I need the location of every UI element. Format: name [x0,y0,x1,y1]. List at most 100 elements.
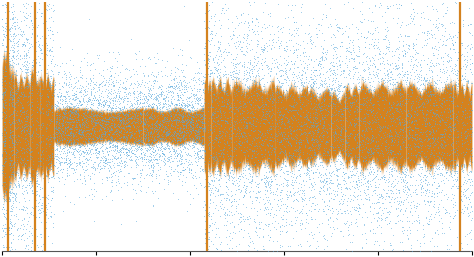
Point [27,124,35,128]
Point [416,91,424,96]
Point [39,150,46,154]
Point [170,132,177,136]
Point [20,56,28,60]
Point [246,115,253,119]
Point [84,134,92,138]
Point [86,113,93,117]
Point [96,146,104,150]
Point [104,88,111,92]
Point [187,171,194,175]
Point [43,7,51,12]
Point [36,199,43,204]
Point [440,139,448,143]
Point [418,184,426,188]
Point [264,149,272,153]
Point [305,118,312,122]
Point [5,103,13,107]
Point [337,136,345,141]
Point [269,192,276,197]
Point [343,119,351,123]
Point [426,144,434,148]
Point [163,134,170,138]
Point [0,226,6,230]
Point [1,156,9,160]
Point [284,130,292,134]
Point [15,165,22,169]
Point [35,126,43,130]
Point [268,180,275,184]
Point [123,129,131,133]
Point [213,169,221,173]
Point [50,63,57,68]
Point [90,143,98,147]
Point [228,120,235,124]
Point [447,253,455,257]
Point [11,175,19,179]
Point [357,183,365,187]
Point [47,215,55,219]
Point [268,92,276,96]
Point [129,151,137,155]
Point [298,102,306,106]
Point [284,3,292,7]
Point [447,109,454,114]
Point [7,181,14,185]
Point [176,47,183,51]
Point [171,143,179,147]
Point [0,86,7,90]
Point [367,90,374,94]
Point [152,79,159,83]
Point [392,2,400,6]
Point [430,163,438,167]
Point [21,125,28,129]
Point [287,223,294,227]
Point [433,167,441,171]
Point [3,41,11,45]
Point [174,67,182,71]
Point [137,173,145,178]
Point [314,22,322,26]
Point [3,162,10,166]
Point [211,235,219,239]
Point [256,136,264,140]
Point [440,134,447,138]
Point [184,119,192,123]
Point [194,70,202,75]
Point [48,0,56,3]
Point [109,66,116,70]
Point [382,197,389,201]
Point [292,154,299,158]
Point [437,113,444,117]
Point [79,117,86,121]
Point [104,157,112,161]
Point [170,103,178,107]
Point [404,34,412,38]
Point [8,39,15,43]
Point [20,10,27,14]
Point [10,192,18,196]
Point [98,137,105,141]
Point [440,146,448,150]
Point [170,137,178,141]
Point [409,158,417,162]
Point [224,41,232,45]
Point [102,120,110,124]
Point [203,126,210,131]
Point [9,135,17,139]
Point [343,95,350,99]
Point [401,122,408,126]
Point [227,125,235,129]
Point [137,135,145,139]
Point [260,172,267,177]
Point [94,85,102,89]
Point [205,0,212,3]
Point [0,128,8,132]
Point [416,164,423,169]
Point [331,86,338,90]
Point [94,115,101,120]
Point [87,131,95,135]
Point [204,88,212,93]
Point [1,149,9,153]
Point [59,151,67,155]
Point [136,175,143,179]
